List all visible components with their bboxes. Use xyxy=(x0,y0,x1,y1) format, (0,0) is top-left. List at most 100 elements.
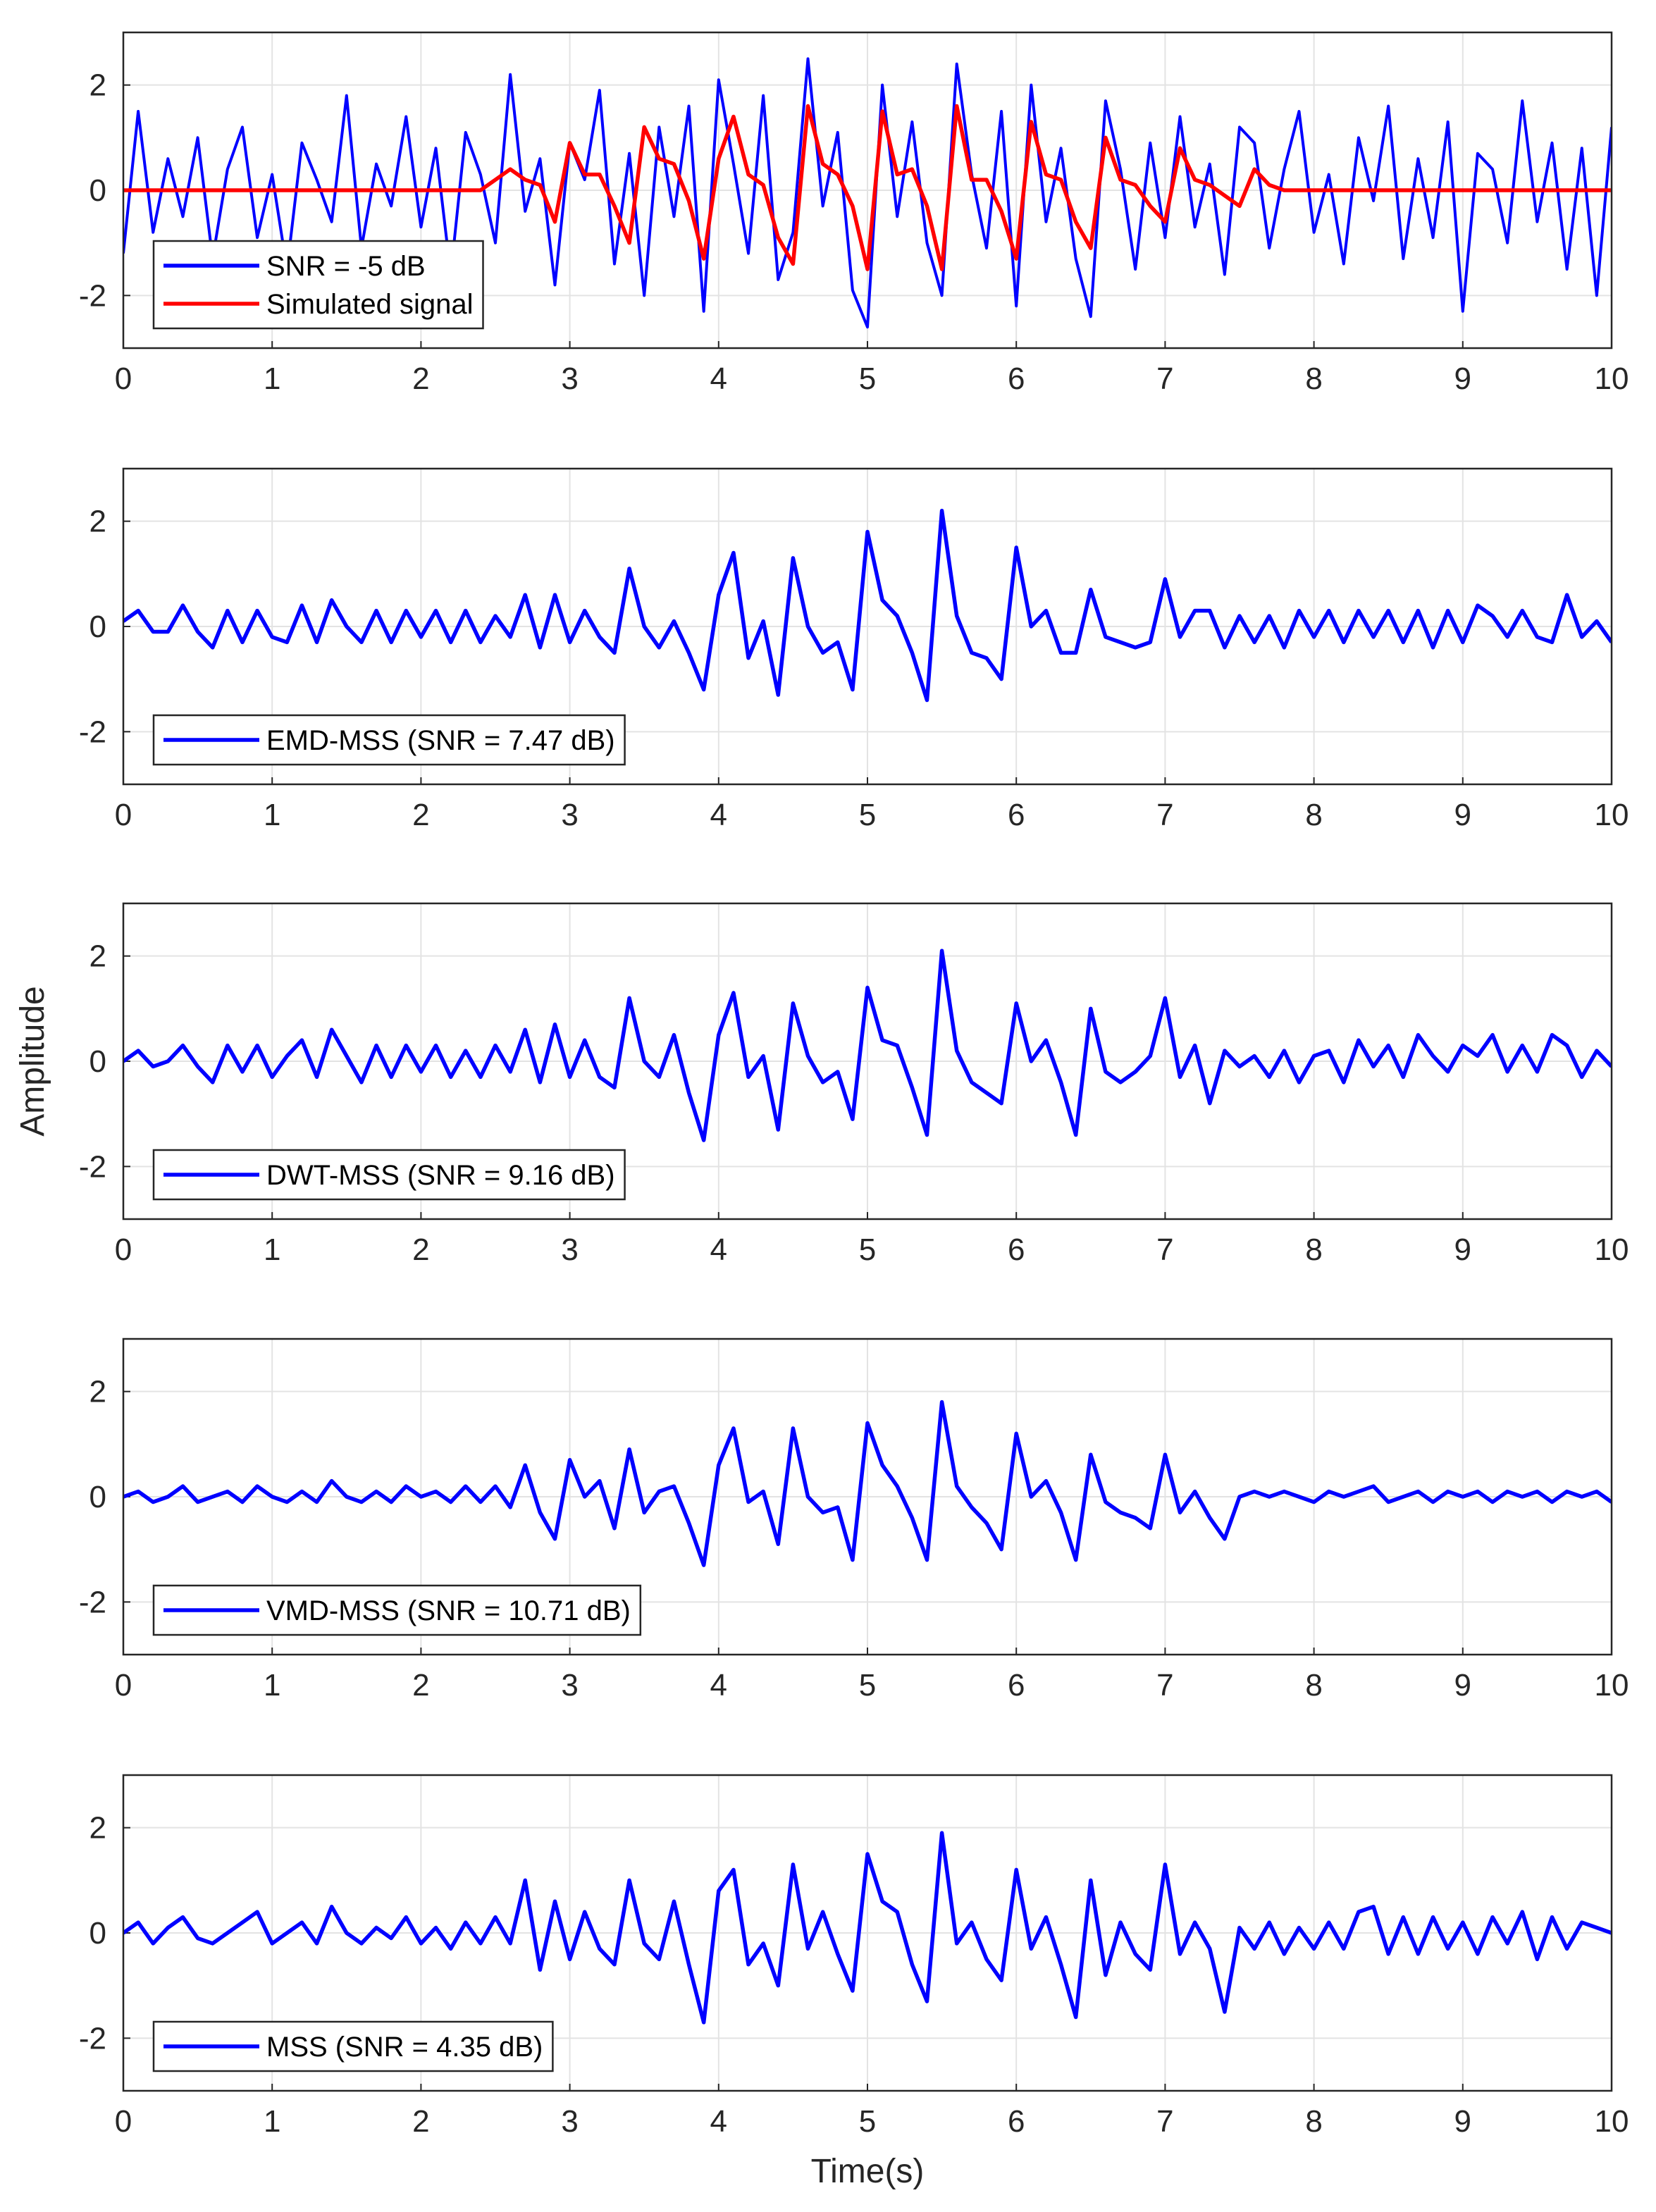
y-tick-label: 2 xyxy=(89,1811,106,1846)
y-tick-label: 0 xyxy=(89,1916,106,1951)
y-tick-label: -2 xyxy=(79,1149,106,1184)
legend-label: Simulated signal xyxy=(266,289,474,320)
x-tick-label: 4 xyxy=(710,2104,727,2139)
y-tick-label: 2 xyxy=(89,68,106,103)
x-tick-label: 2 xyxy=(412,1232,429,1267)
x-tick-label: 4 xyxy=(710,362,727,396)
subplot: 0 1 2 3 4 5 6 7 8 9 10 -2 0 2 Time(s) MSS (SNR = 4.35 d… xyxy=(79,1774,1629,2190)
axes-box xyxy=(122,31,1613,350)
x-tick-label: 1 xyxy=(264,798,280,832)
subplot: 0 1 2 3 4 5 6 7 8 9 10 -2 0 2 EMD-MSS (SNR = 7.47 dB) xyxy=(79,467,1629,832)
subplot: 0 1 2 3 4 5 6 7 8 9 10 -2 0 2 VMD-MSS (SNR = 10.71 dB) xyxy=(79,1337,1629,1703)
x-tick-label: 5 xyxy=(859,1232,876,1267)
subplot: 0 1 2 3 4 5 6 7 8 9 10 -2 0 2 SNR = -5 dB Simulated sig… xyxy=(79,31,1629,396)
y-tick-label: 0 xyxy=(89,610,106,644)
y-tick-label: 2 xyxy=(89,1375,106,1409)
x-tick-label: 8 xyxy=(1305,1232,1322,1267)
x-tick-label: 3 xyxy=(561,1232,578,1267)
y-tick-label: 0 xyxy=(89,173,106,208)
x-tick-label: 5 xyxy=(859,2104,876,2139)
y-tick-label: -2 xyxy=(79,278,106,313)
x-tick-label: 7 xyxy=(1156,362,1173,396)
x-tick-label: 0 xyxy=(115,2104,132,2139)
data-line xyxy=(123,508,1612,703)
x-tick-label: 3 xyxy=(561,2104,578,2139)
x-tick-label: 9 xyxy=(1454,362,1471,396)
x-tick-label: 5 xyxy=(859,1668,876,1703)
x-tick-label: 5 xyxy=(859,362,876,396)
x-tick-label: 10 xyxy=(1595,362,1629,396)
x-tick-label: 4 xyxy=(710,1232,727,1267)
y-tick-label: 2 xyxy=(89,939,106,974)
x-tick-label: 2 xyxy=(412,1668,429,1703)
x-tick-label: 6 xyxy=(1008,2104,1025,2139)
axes-box xyxy=(122,902,1613,1221)
x-tick-label: 7 xyxy=(1156,1668,1173,1703)
y-axis-label: Amplitude xyxy=(14,986,51,1136)
x-tick-label: 10 xyxy=(1595,1668,1629,1703)
x-tick-label: 2 xyxy=(412,362,429,396)
x-tick-label: 5 xyxy=(859,798,876,832)
x-tick-label: 1 xyxy=(264,1232,280,1267)
x-tick-label: 9 xyxy=(1454,798,1471,832)
x-tick-label: 0 xyxy=(115,1668,132,1703)
legend-label: VMD-MSS (SNR = 10.71 dB) xyxy=(266,1595,631,1626)
data-line xyxy=(123,1400,1612,1567)
legend-label: SNR = -5 dB xyxy=(266,251,426,282)
x-tick-label: 8 xyxy=(1305,362,1322,396)
subplot: 0 1 2 3 4 5 6 7 8 9 10 -2 0 2 Amplitude DWT-MSS (SNR = … xyxy=(14,902,1629,1267)
x-tick-label: 6 xyxy=(1008,798,1025,832)
legend-label: DWT-MSS (SNR = 9.16 dB) xyxy=(266,1160,615,1191)
x-tick-label: 0 xyxy=(115,1232,132,1267)
x-tick-label: 1 xyxy=(264,2104,280,2139)
legend: MSS (SNR = 4.35 dB) xyxy=(152,2020,554,2072)
x-axis-label: Time(s) xyxy=(811,2153,925,2190)
x-tick-label: 0 xyxy=(115,798,132,832)
legend-box xyxy=(152,240,484,330)
y-tick-label: -2 xyxy=(79,715,106,749)
x-tick-label: 8 xyxy=(1305,1668,1322,1703)
x-tick-label: 1 xyxy=(264,362,280,396)
x-tick-label: 9 xyxy=(1454,1668,1471,1703)
x-tick-label: 3 xyxy=(561,798,578,832)
x-tick-label: 10 xyxy=(1595,798,1629,832)
x-tick-label: 9 xyxy=(1454,1232,1471,1267)
y-tick-label: -2 xyxy=(79,1585,106,1619)
axes-box xyxy=(122,467,1613,786)
x-tick-label: 2 xyxy=(412,798,429,832)
legend: DWT-MSS (SNR = 9.16 dB) xyxy=(152,1149,626,1201)
data-line xyxy=(123,949,1612,1142)
x-tick-label: 9 xyxy=(1454,2104,1471,2139)
x-tick-label: 7 xyxy=(1156,798,1173,832)
y-tick-label: 0 xyxy=(89,1044,106,1079)
y-tick-label: 0 xyxy=(89,1480,106,1514)
axes-box xyxy=(122,1337,1613,1656)
x-tick-label: 7 xyxy=(1156,2104,1173,2139)
x-tick-label: 6 xyxy=(1008,362,1025,396)
x-tick-label: 6 xyxy=(1008,1232,1025,1267)
legend-label: EMD-MSS (SNR = 7.47 dB) xyxy=(266,725,615,756)
legend: EMD-MSS (SNR = 7.47 dB) xyxy=(152,714,626,766)
x-tick-label: 4 xyxy=(710,1668,727,1703)
x-tick-label: 4 xyxy=(710,798,727,832)
legend-label: MSS (SNR = 4.35 dB) xyxy=(266,2032,543,2063)
x-tick-label: 10 xyxy=(1595,2104,1629,2139)
data-line xyxy=(123,104,1612,271)
y-tick-label: -2 xyxy=(79,2021,106,2056)
x-tick-label: 3 xyxy=(561,362,578,396)
x-tick-label: 1 xyxy=(264,1668,280,1703)
x-tick-label: 7 xyxy=(1156,1232,1173,1267)
x-tick-label: 10 xyxy=(1595,1232,1629,1267)
x-tick-label: 2 xyxy=(412,2104,429,2139)
axes-box xyxy=(122,1774,1613,2092)
x-tick-label: 3 xyxy=(561,1668,578,1703)
legend: VMD-MSS (SNR = 10.71 dB) xyxy=(152,1584,642,1636)
legend: SNR = -5 dB Simulated signal xyxy=(152,240,484,330)
x-tick-label: 8 xyxy=(1305,2104,1322,2139)
x-tick-label: 0 xyxy=(115,362,132,396)
x-tick-label: 8 xyxy=(1305,798,1322,832)
y-tick-label: 2 xyxy=(89,505,106,539)
